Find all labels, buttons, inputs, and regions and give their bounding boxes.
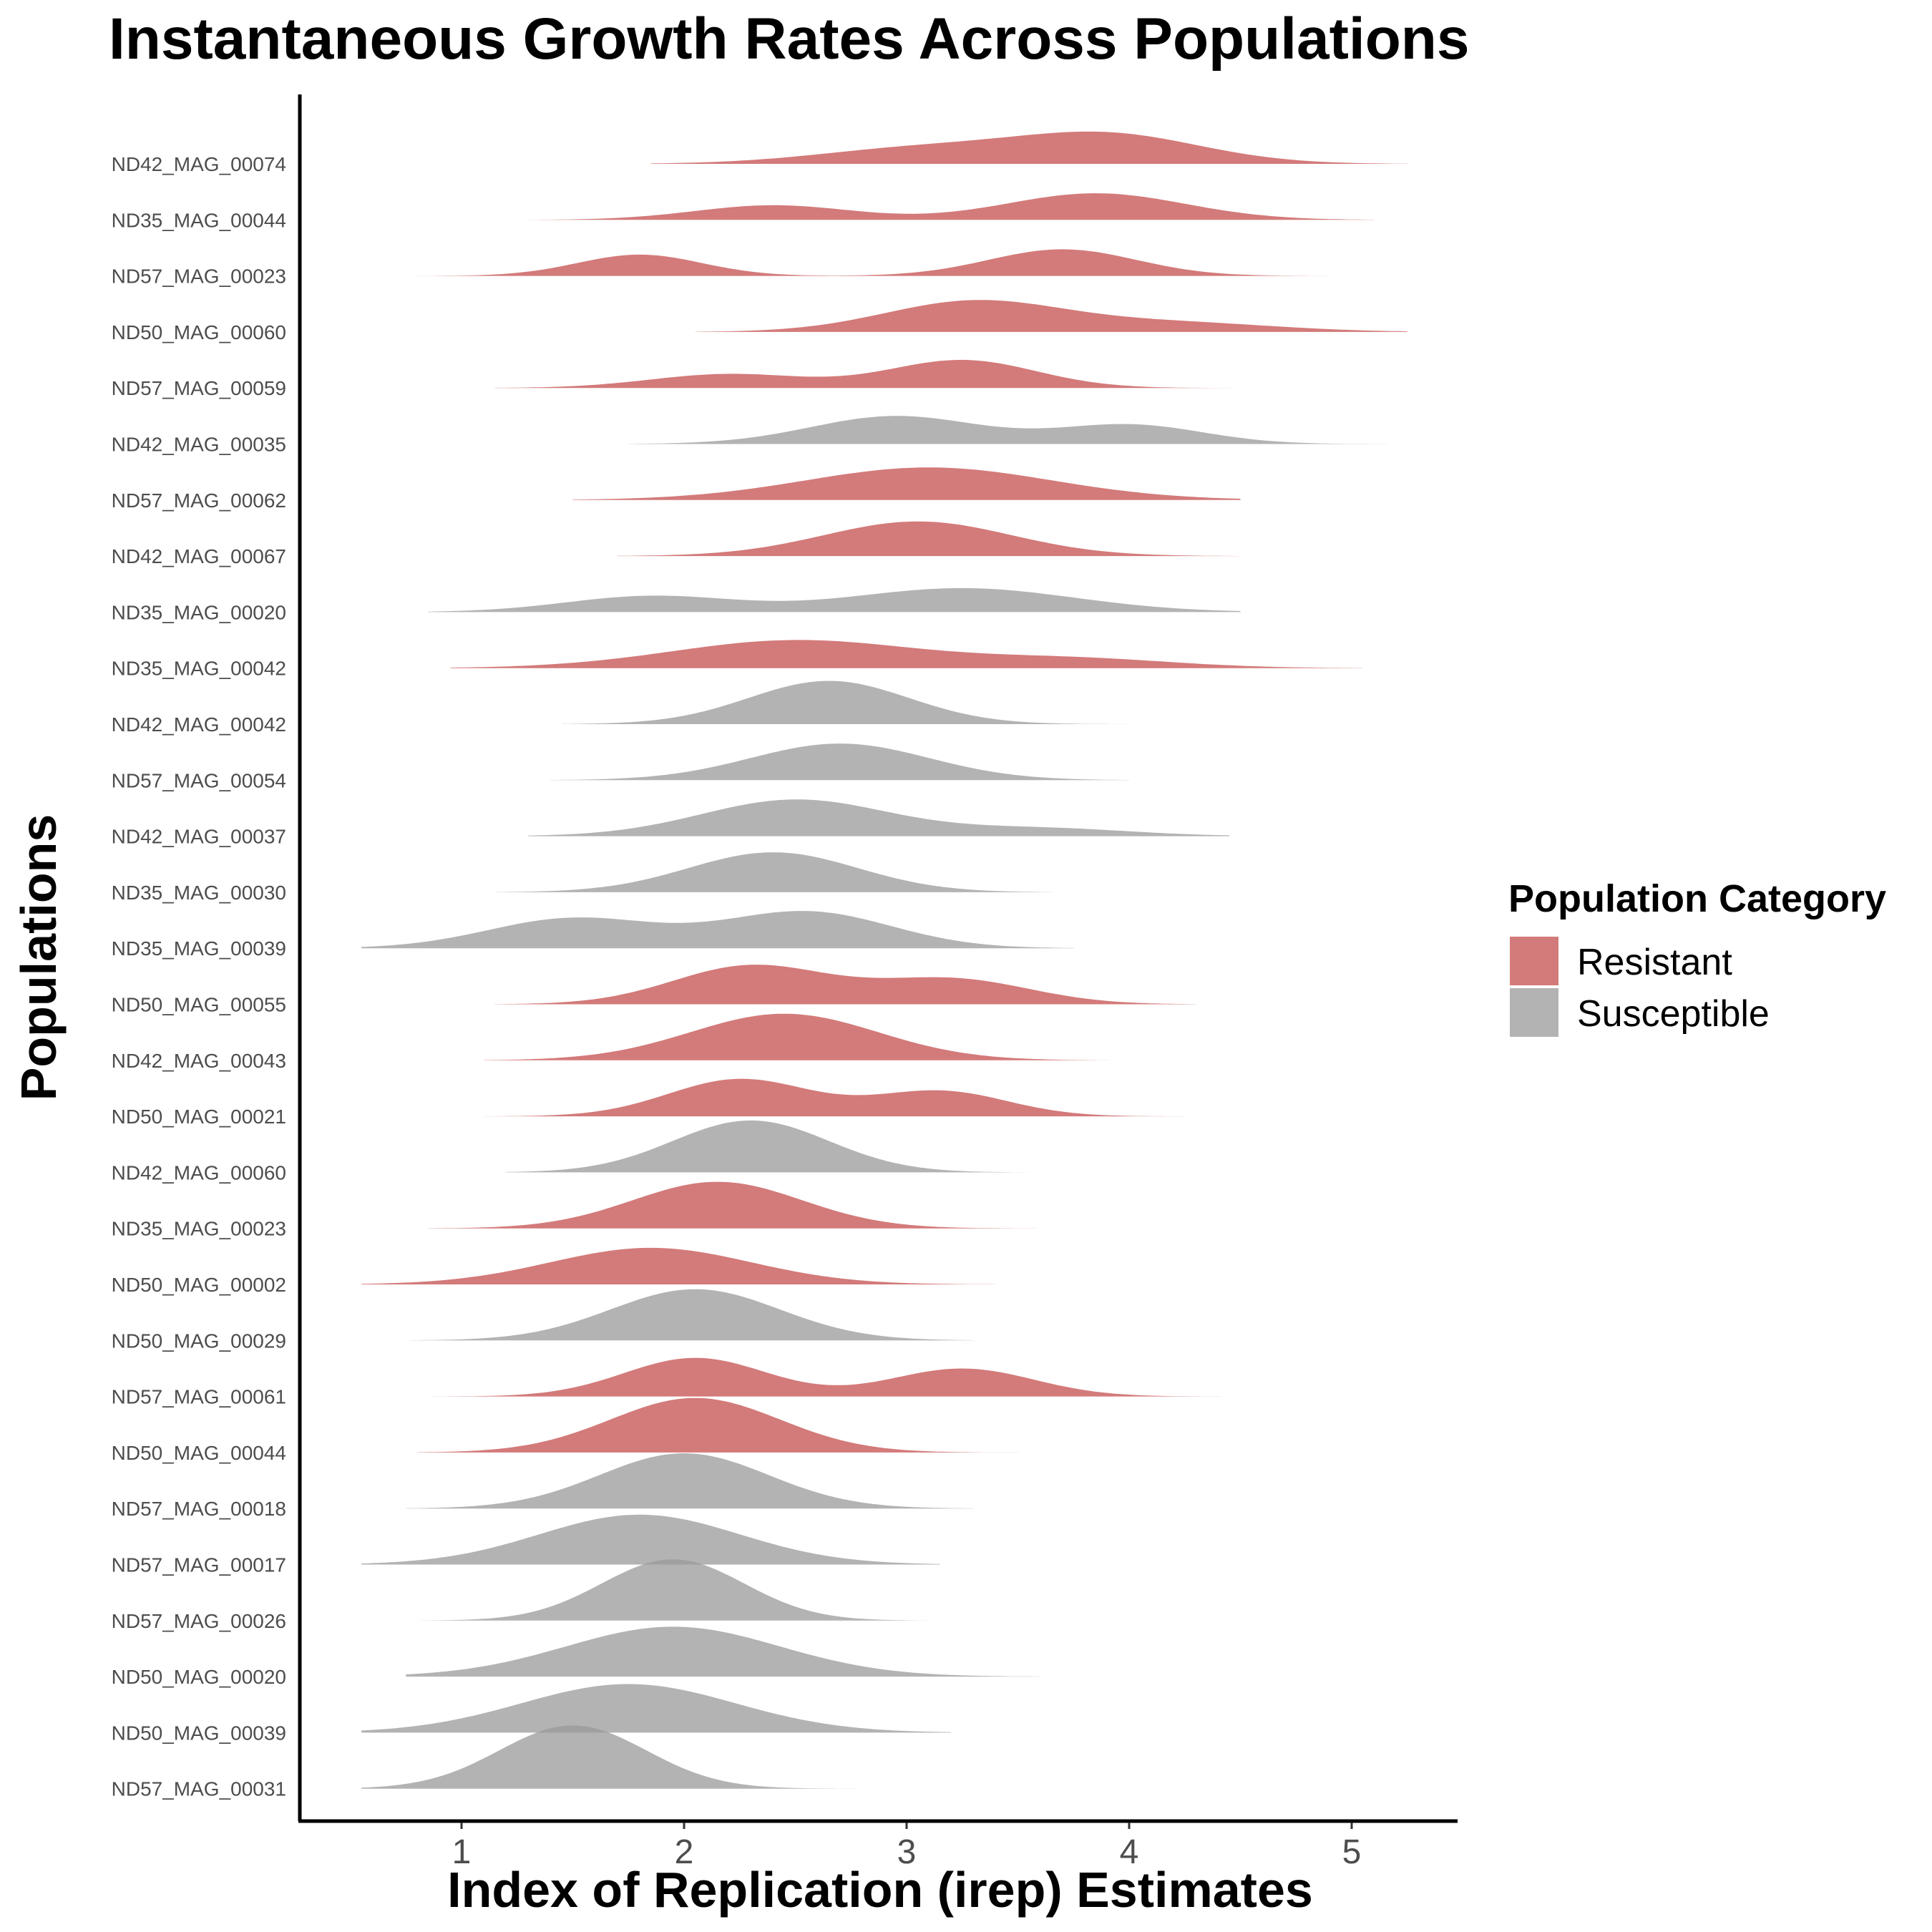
y-tick-label-nd50-mag-00055: ND50_MAG_00055	[112, 994, 286, 1016]
y-axis-labels: ND42_MAG_00074 ND35_MAG_00044 ND57_MAG_000…	[112, 153, 286, 1800]
ridge-nd57-mag-00059	[494, 359, 1285, 389]
ridge-nd35-mag-00044	[506, 193, 1375, 220]
y-tick-label-nd42-mag-00042: ND42_MAG_00042	[112, 713, 286, 736]
ridge-nd57-mag-00061	[428, 1357, 1229, 1397]
y-tick-label-nd57-mag-00026: ND57_MAG_00026	[112, 1610, 286, 1632]
ridge-nd42-mag-00074	[650, 131, 1407, 164]
legend-swatch-susceptible	[1510, 988, 1558, 1037]
ridge-nd57-mag-00017	[361, 1514, 940, 1565]
y-tick-label-nd35-mag-00023: ND35_MAG_00023	[112, 1218, 286, 1240]
chart-title: Instantaneous Growth Rates Across Popula…	[109, 6, 1470, 72]
y-tick-label-nd57-mag-00062: ND57_MAG_00062	[112, 489, 286, 512]
y-tick-label-nd50-mag-00044: ND50_MAG_00044	[112, 1442, 286, 1464]
y-tick-label-nd42-mag-00074: ND42_MAG_00074	[112, 153, 286, 175]
x-axis-title: Index of Replication (irep) Estimates	[447, 1862, 1313, 1918]
y-tick-label-nd42-mag-00060: ND42_MAG_00060	[112, 1161, 286, 1184]
y-tick-label-nd50-mag-00002: ND50_MAG_00002	[112, 1274, 286, 1296]
y-tick-label-nd57-mag-00059: ND57_MAG_00059	[112, 377, 286, 399]
ridge-nd35-mag-00030	[494, 852, 1052, 892]
y-tick-label-nd57-mag-00017: ND57_MAG_00017	[112, 1554, 286, 1576]
legend-title: Population Category	[1508, 877, 1886, 920]
ridge-nd50-mag-00021	[484, 1078, 1207, 1117]
x-tick-label-1: 1	[452, 1833, 472, 1871]
y-tick-label-nd42-mag-00067: ND42_MAG_00067	[112, 545, 286, 567]
legend-label-resistant: Resistant	[1577, 942, 1732, 983]
y-tick-label-nd57-mag-00061: ND57_MAG_00061	[112, 1386, 286, 1408]
ridge-nd57-mag-00054	[550, 743, 1129, 781]
x-tick-label-5: 5	[1342, 1833, 1362, 1871]
ridge-nd35-mag-00039	[361, 911, 1074, 949]
ridge-nd50-mag-00060	[695, 300, 1407, 332]
ridge-nd50-mag-00029	[406, 1289, 974, 1341]
ridge-nd50-mag-00020	[406, 1626, 1040, 1677]
y-tick-label-nd35-mag-00039: ND35_MAG_00039	[112, 937, 286, 960]
ridge-nd42-mag-00035	[628, 416, 1397, 444]
y-tick-label-nd57-mag-00018: ND57_MAG_00018	[112, 1498, 286, 1520]
legend: Population Category Resistant Susceptibl…	[1508, 877, 1886, 1037]
ridge-nd35-mag-00042	[450, 640, 1363, 668]
ridge-nd35-mag-00020	[428, 587, 1241, 613]
ridge-nd57-mag-00018	[406, 1453, 974, 1509]
y-tick-label-nd50-mag-00029: ND50_MAG_00029	[112, 1330, 286, 1352]
y-tick-label-nd35-mag-00042: ND35_MAG_00042	[112, 658, 286, 680]
ridge-nd35-mag-00023	[428, 1181, 1052, 1229]
ridge-nd50-mag-00002	[361, 1247, 996, 1284]
y-tick-label-nd57-mag-00031: ND57_MAG_00031	[112, 1778, 286, 1800]
y-tick-label-nd50-mag-00060: ND50_MAG_00060	[112, 321, 286, 343]
legend-swatch-resistant	[1510, 937, 1558, 985]
ridge-nd42-mag-00037	[528, 799, 1229, 836]
ridge-nd50-mag-00055	[494, 965, 1196, 1005]
y-tick-label-nd50-mag-00020: ND50_MAG_00020	[112, 1666, 286, 1688]
ridge-nd42-mag-00067	[617, 521, 1241, 557]
y-tick-label-nd35-mag-00044: ND35_MAG_00044	[112, 209, 286, 231]
ridge-nd57-mag-00031	[361, 1725, 862, 1789]
plot-area	[361, 131, 1407, 1789]
y-tick-label-nd50-mag-00039: ND50_MAG_00039	[112, 1722, 286, 1744]
y-tick-label-nd42-mag-00037: ND42_MAG_00037	[112, 826, 286, 848]
x-tick-label-4: 4	[1120, 1833, 1139, 1871]
ridge-nd42-mag-00043	[484, 1013, 1141, 1060]
y-tick-label-nd57-mag-00054: ND57_MAG_00054	[112, 769, 286, 791]
y-tick-label-nd50-mag-00021: ND50_MAG_00021	[112, 1106, 286, 1128]
legend-label-susceptible: Susceptible	[1577, 993, 1770, 1035]
y-tick-label-nd35-mag-00030: ND35_MAG_00030	[112, 882, 286, 904]
y-tick-label-nd35-mag-00020: ND35_MAG_00020	[112, 601, 286, 623]
ridge-nd42-mag-00060	[506, 1120, 1029, 1173]
x-tick-label-2: 2	[675, 1833, 694, 1871]
ridge-nd50-mag-00039	[361, 1684, 952, 1733]
y-axis-title: Populations	[11, 814, 67, 1101]
ridge-nd42-mag-00042	[562, 680, 1129, 724]
x-axis-ticks: 1 2 3 4 5	[452, 1823, 1362, 1871]
y-tick-label-nd42-mag-00043: ND42_MAG_00043	[112, 1050, 286, 1072]
x-tick-label-3: 3	[897, 1833, 917, 1871]
y-tick-label-nd57-mag-00023: ND57_MAG_00023	[112, 265, 286, 288]
ridge-nd57-mag-00062	[572, 467, 1241, 500]
ridge-nd57-mag-00026	[406, 1559, 940, 1621]
ridge-nd57-mag-00023	[372, 249, 1330, 276]
y-tick-label-nd42-mag-00035: ND42_MAG_00035	[112, 434, 286, 456]
ridge-nd50-mag-00044	[416, 1397, 1063, 1453]
